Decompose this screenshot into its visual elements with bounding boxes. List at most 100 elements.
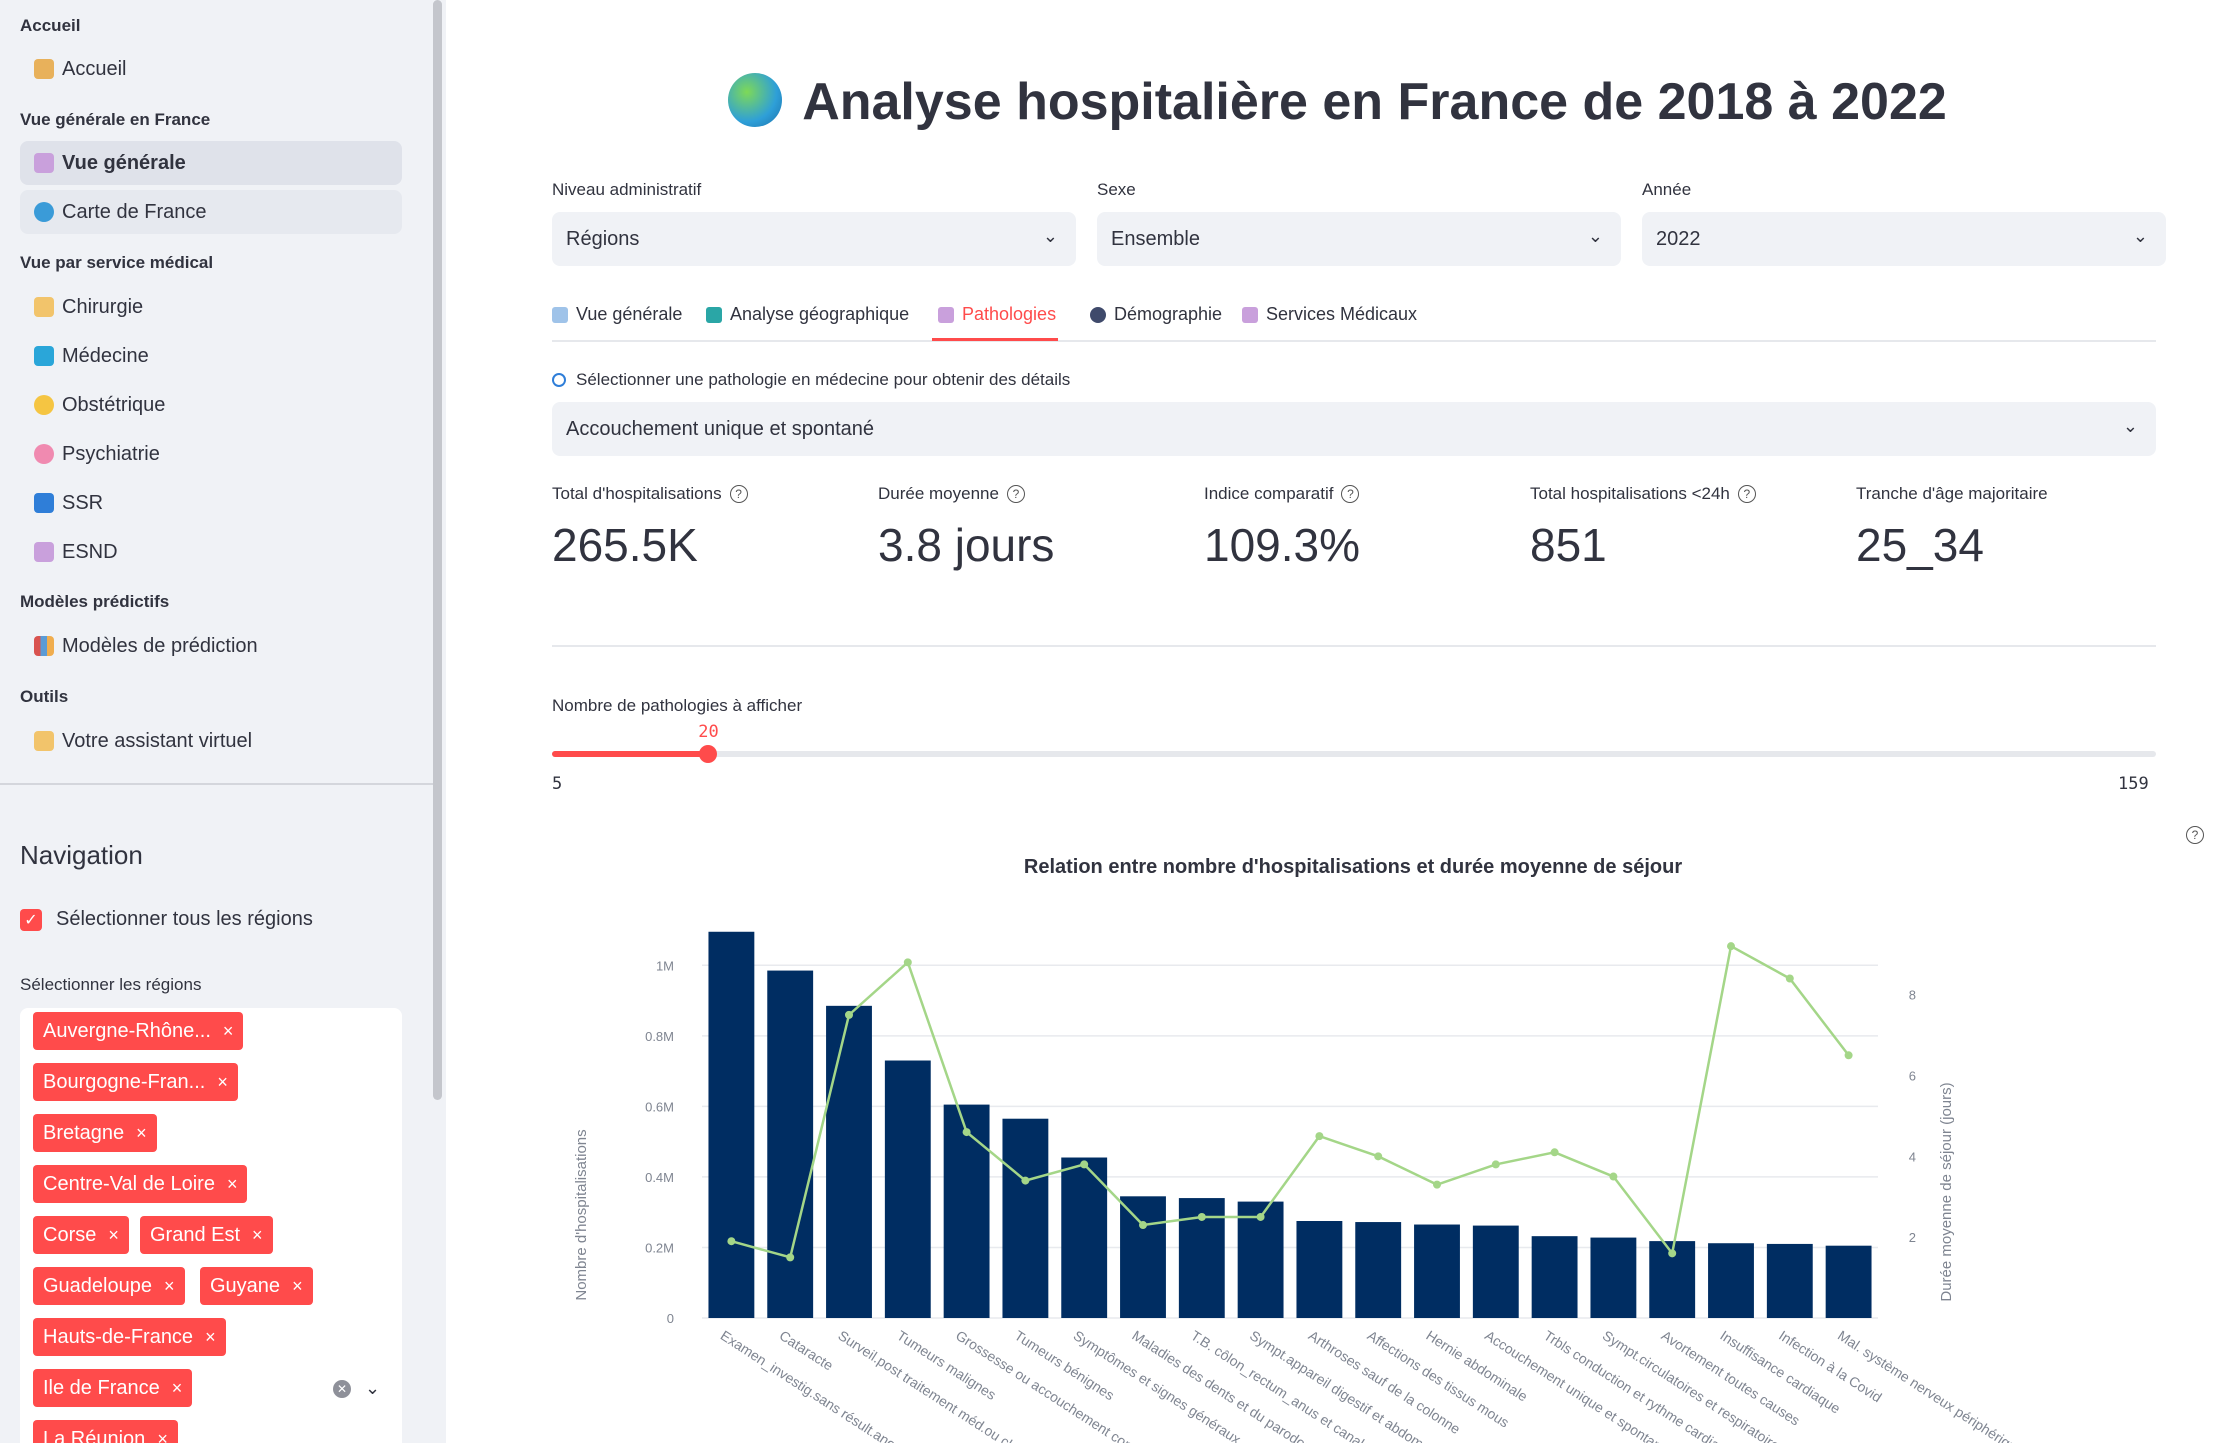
- bar: [767, 970, 814, 1318]
- people-icon: [1090, 306, 1106, 323]
- select-annee[interactable]: 2022 ⌄: [1642, 212, 2166, 266]
- sidebar-item-label: Obstétrique: [62, 393, 166, 416]
- hospital-icon: [34, 153, 54, 173]
- region-tag[interactable]: Auvergne-Rhône... ×: [33, 1012, 244, 1050]
- region-tag[interactable]: Bourgogne-Fran... ×: [33, 1063, 238, 1101]
- line-point: [1727, 942, 1735, 951]
- tab-demographie[interactable]: Démographie: [1090, 304, 1222, 325]
- tab-services-medicaux[interactable]: Services Médicaux: [1242, 304, 1417, 325]
- region-tag[interactable]: La Réunion ×: [33, 1420, 178, 1443]
- region-tag[interactable]: Grand Est ×: [140, 1216, 273, 1254]
- close-icon[interactable]: ×: [222, 1020, 234, 1041]
- region-tag-label: Bourgogne-Fran...: [43, 1070, 206, 1093]
- bar: [1708, 1243, 1754, 1318]
- bar-series: [708, 931, 1872, 1318]
- slider-track[interactable]: [552, 751, 2156, 757]
- close-icon[interactable]: ×: [292, 1275, 303, 1296]
- sidebar-item-esnd[interactable]: ESND: [20, 530, 402, 574]
- sidebar-item-obstetrique[interactable]: Obstétrique: [20, 383, 402, 427]
- sidebar-item-vue-generale[interactable]: Vue générale: [20, 141, 402, 185]
- sidebar-divider: [0, 783, 436, 785]
- checkbox-checked-icon[interactable]: ✓: [20, 908, 42, 931]
- region-tag[interactable]: Centre-Val de Loire ×: [33, 1165, 248, 1203]
- line-point: [1491, 1160, 1500, 1169]
- bar: [1120, 1196, 1166, 1318]
- bar: [1472, 1225, 1519, 1318]
- tab-analyse-geographique[interactable]: Analyse géographique: [706, 304, 909, 325]
- close-icon[interactable]: ×: [136, 1122, 147, 1143]
- line-point: [786, 1253, 795, 1262]
- y2-tick-label: 8: [1909, 988, 1916, 1003]
- tab-vue-generale[interactable]: Vue générale: [552, 304, 682, 325]
- close-icon[interactable]: ×: [205, 1326, 216, 1347]
- y-tick-label: 0.6M: [645, 1099, 674, 1114]
- help-icon[interactable]: ?: [729, 485, 748, 503]
- line-point: [1433, 1180, 1441, 1189]
- select-pathologie[interactable]: Accouchement unique et spontané ⌄: [552, 402, 2156, 456]
- y2-tick-label: 2: [1909, 1230, 1916, 1245]
- sidebar-item-label: ESND: [62, 540, 118, 563]
- help-icon[interactable]: ?: [2186, 826, 2204, 844]
- navigation-title: Navigation: [20, 840, 143, 870]
- tab-pathologies[interactable]: Pathologies: [938, 304, 1056, 325]
- bar: [1061, 1157, 1108, 1318]
- bar: [1414, 1224, 1460, 1318]
- clear-all-icon[interactable]: ✕: [333, 1380, 351, 1398]
- close-icon[interactable]: ×: [163, 1275, 175, 1296]
- baby-icon: [34, 395, 54, 415]
- close-icon[interactable]: ×: [226, 1173, 238, 1194]
- slider-thumb[interactable]: [699, 745, 718, 763]
- select-sexe[interactable]: Ensemble ⌄: [1097, 212, 1621, 266]
- section-modeles: Modèles prédictifs: [20, 592, 170, 611]
- sidebar-item-assistant[interactable]: Votre assistant virtuel: [20, 719, 402, 763]
- close-icon[interactable]: ×: [217, 1071, 228, 1092]
- sidebar-item-medecine[interactable]: Médecine: [20, 334, 402, 378]
- help-icon[interactable]: ?: [1006, 485, 1025, 503]
- select-value: 2022: [1656, 227, 1701, 250]
- chart-help[interactable]: ?: [2186, 826, 2204, 844]
- region-tag[interactable]: Guyane ×: [200, 1267, 313, 1305]
- main-content: Analyse hospitalière en France de 2018 à…: [446, 0, 2229, 1443]
- select-value: Accouchement unique et spontané: [566, 417, 874, 440]
- sidebar-item-accueil[interactable]: Accueil: [20, 47, 402, 91]
- bar: [1590, 1237, 1637, 1318]
- sidebar-scrollbar[interactable]: [433, 0, 442, 1100]
- region-tag[interactable]: Corse ×: [33, 1216, 129, 1254]
- sidebar-item-chirurgie[interactable]: Chirurgie: [20, 285, 402, 329]
- region-tag[interactable]: Hauts-de-France ×: [33, 1318, 226, 1356]
- y-tick-label: 0.4M: [645, 1170, 674, 1185]
- sidebar-item-modeles-prediction[interactable]: Modèles de prédiction: [20, 624, 402, 668]
- page-title: Analyse hospitalière en France de 2018 à…: [446, 72, 2229, 132]
- pathology-select-label-text: Sélectionner une pathologie en médecine …: [576, 370, 1071, 389]
- slider-max: 159: [2118, 774, 2149, 794]
- metric-value: 265.5K: [552, 519, 698, 571]
- bar-chart-icon: [34, 636, 54, 656]
- sidebar-item-carte-de-france[interactable]: Carte de France: [20, 190, 402, 234]
- sidebar-item-psychiatrie[interactable]: Psychiatrie: [20, 432, 402, 476]
- sidebar-item-label: Médecine: [62, 344, 149, 367]
- region-tag-label: Bretagne: [43, 1121, 125, 1144]
- metric-value: 851: [1530, 519, 1607, 571]
- select-all-checkbox[interactable]: ✓ Sélectionner tous les régions: [20, 908, 313, 931]
- help-icon[interactable]: ?: [1341, 485, 1360, 503]
- y2-axis-label: Durée moyenne de séjour (jours): [1938, 1082, 1955, 1301]
- region-tag-label: Centre-Val de Loire: [43, 1172, 215, 1195]
- help-icon[interactable]: ?: [1737, 485, 1756, 503]
- y2-tick-label: 4: [1909, 1149, 1916, 1164]
- bar: [884, 1060, 931, 1318]
- y-tick-label: 0.2M: [645, 1240, 674, 1255]
- sidebar-item-ssr[interactable]: SSR: [20, 481, 402, 525]
- close-icon[interactable]: ×: [252, 1224, 263, 1245]
- select-niveau-administratif[interactable]: Régions ⌄: [552, 212, 1076, 266]
- tab-label: Services Médicaux: [1266, 304, 1418, 324]
- close-icon[interactable]: ×: [157, 1428, 168, 1443]
- close-icon[interactable]: ×: [108, 1224, 119, 1245]
- region-tag[interactable]: Ile de France ×: [33, 1369, 193, 1407]
- line-point: [845, 1010, 853, 1019]
- region-tag-label: Grand Est: [150, 1223, 241, 1246]
- close-icon[interactable]: ×: [171, 1377, 183, 1398]
- region-tag[interactable]: Guadeloupe ×: [33, 1267, 185, 1305]
- region-tag[interactable]: Bretagne ×: [33, 1114, 157, 1152]
- region-tag-label: Auvergne-Rhône...: [43, 1019, 211, 1042]
- chevron-down-icon[interactable]: ⌄: [365, 1378, 381, 1398]
